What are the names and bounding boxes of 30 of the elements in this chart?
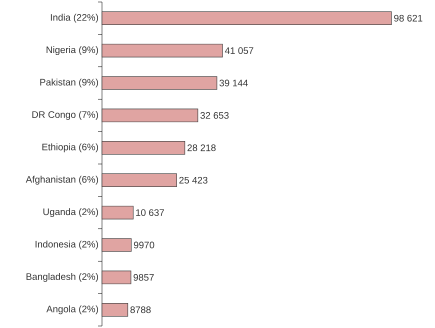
y-tick-label: Indonesia (2%) bbox=[36, 240, 98, 250]
bar bbox=[102, 11, 392, 25]
data-label: 25 423 bbox=[179, 176, 208, 184]
data-label: 41 057 bbox=[224, 47, 254, 54]
bar bbox=[102, 108, 198, 122]
y-tick-label: Ethiopia (6%) bbox=[42, 143, 98, 152]
data-label: 32 653 bbox=[200, 112, 229, 119]
bar bbox=[102, 141, 186, 155]
bar bbox=[102, 44, 223, 58]
bar bbox=[102, 206, 134, 220]
data-label: 98 621 bbox=[394, 14, 422, 22]
bar bbox=[102, 303, 128, 317]
y-tick-label: Pakistan (9%) bbox=[40, 78, 98, 88]
bar bbox=[102, 76, 218, 90]
y-tick-label: Uganda (2%) bbox=[43, 208, 98, 218]
y-tick-label: Angola (2%) bbox=[46, 305, 98, 314]
data-label: 10 637 bbox=[136, 209, 164, 216]
y-tick-label: DR Congo (7%) bbox=[32, 110, 98, 120]
y-tick-label: Nigeria (9%) bbox=[46, 46, 98, 56]
data-label: 9857 bbox=[134, 274, 154, 281]
data-label: 8788 bbox=[130, 306, 151, 314]
y-tick-label: Afghanistan (6%) bbox=[26, 176, 98, 185]
data-label: 9970 bbox=[134, 242, 154, 248]
data-label: 39 144 bbox=[219, 80, 248, 86]
y-tick-label: India (22%) bbox=[50, 14, 98, 23]
y-tick-label: Bangladesh (2%) bbox=[26, 272, 98, 282]
bar bbox=[102, 238, 132, 252]
data-label: 28 218 bbox=[188, 144, 216, 152]
bar bbox=[102, 270, 132, 284]
bar bbox=[102, 173, 177, 187]
